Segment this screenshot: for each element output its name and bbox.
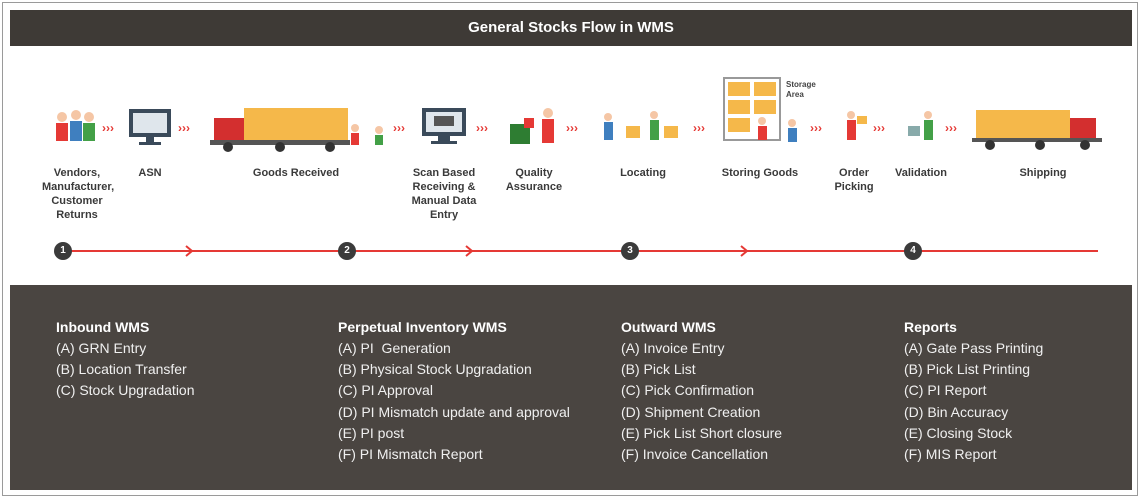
step-label: Locating bbox=[608, 166, 678, 180]
section-item: (B) Location Transfer bbox=[56, 361, 187, 377]
section-item: (E) Pick List Short closure bbox=[621, 425, 782, 441]
section-title: Reports bbox=[904, 319, 957, 335]
svg-text:›››: ››› bbox=[693, 121, 705, 135]
milestone: 4 bbox=[904, 242, 922, 260]
section-item: (C) Pick Confirmation bbox=[621, 382, 754, 398]
section-item: (F) MIS Report bbox=[904, 446, 997, 462]
step-label: Quality Assurance bbox=[499, 166, 569, 194]
svg-text:›››: ››› bbox=[102, 121, 114, 135]
section-item: (A) Invoice Entry bbox=[621, 340, 724, 356]
svg-text:›››: ››› bbox=[873, 121, 885, 135]
step-label: Scan Based Receiving & Manual Data Entry bbox=[404, 166, 484, 222]
section-item: (A) Gate Pass Printing bbox=[904, 340, 1043, 356]
svg-text:›››: ››› bbox=[566, 121, 578, 135]
svg-text:›››: ››› bbox=[178, 121, 190, 135]
section-item: (C) PI Report bbox=[904, 382, 986, 398]
section-item: (F) Invoice Cancellation bbox=[621, 446, 768, 462]
section-title: Inbound WMS bbox=[56, 319, 149, 335]
section-item: (A) PI Generation bbox=[338, 340, 451, 356]
section-item: (B) Pick List bbox=[621, 361, 696, 377]
icons: ››› ››› ››› ››› ››› ››› ››› bbox=[56, 78, 1102, 152]
section-item: (E) Closing Stock bbox=[904, 425, 1012, 441]
milestone: 2 bbox=[338, 242, 356, 260]
svg-text:›››: ››› bbox=[476, 121, 488, 135]
section-item: (B) Pick List Printing bbox=[904, 361, 1030, 377]
page: General Stocks Flow in WMS ››› ››› ››› ›… bbox=[0, 0, 1142, 498]
storage-label: Storage Area bbox=[786, 80, 826, 100]
milestone: 1 bbox=[54, 242, 72, 260]
section-item: (D) Shipment Creation bbox=[621, 404, 760, 420]
section-item: (D) PI Mismatch update and approval bbox=[338, 404, 570, 420]
section-item: (A) GRN Entry bbox=[56, 340, 146, 356]
section-item: (C) Stock Upgradation bbox=[56, 382, 195, 398]
section-item: (C) PI Approval bbox=[338, 382, 433, 398]
section-item: (B) Physical Stock Upgradation bbox=[338, 361, 532, 377]
svg-text:›››: ››› bbox=[393, 121, 405, 135]
section-title: Perpetual Inventory WMS bbox=[338, 319, 507, 335]
svg-text:›››: ››› bbox=[810, 121, 822, 135]
step-label: Shipping bbox=[1003, 166, 1083, 180]
step-label: Order Picking bbox=[829, 166, 879, 194]
step-label: ASN bbox=[120, 166, 180, 180]
milestone: 3 bbox=[621, 242, 639, 260]
section-item: (E) PI post bbox=[338, 425, 404, 441]
step-label: Goods Received bbox=[236, 166, 356, 180]
flow-illustration: ››› ››› ››› ››› ››› ››› ››› bbox=[0, 0, 1142, 285]
step-label: Vendors, Manufacturer, Customer Returns bbox=[42, 166, 112, 222]
step-label: Storing Goods bbox=[715, 166, 805, 180]
section-title: Outward WMS bbox=[621, 319, 716, 335]
svg-text:›››: ››› bbox=[945, 121, 957, 135]
section-item: (D) Bin Accuracy bbox=[904, 404, 1008, 420]
section-item: (F) PI Mismatch Report bbox=[338, 446, 483, 462]
step-label: Validation bbox=[886, 166, 956, 180]
timeline bbox=[63, 246, 1098, 256]
